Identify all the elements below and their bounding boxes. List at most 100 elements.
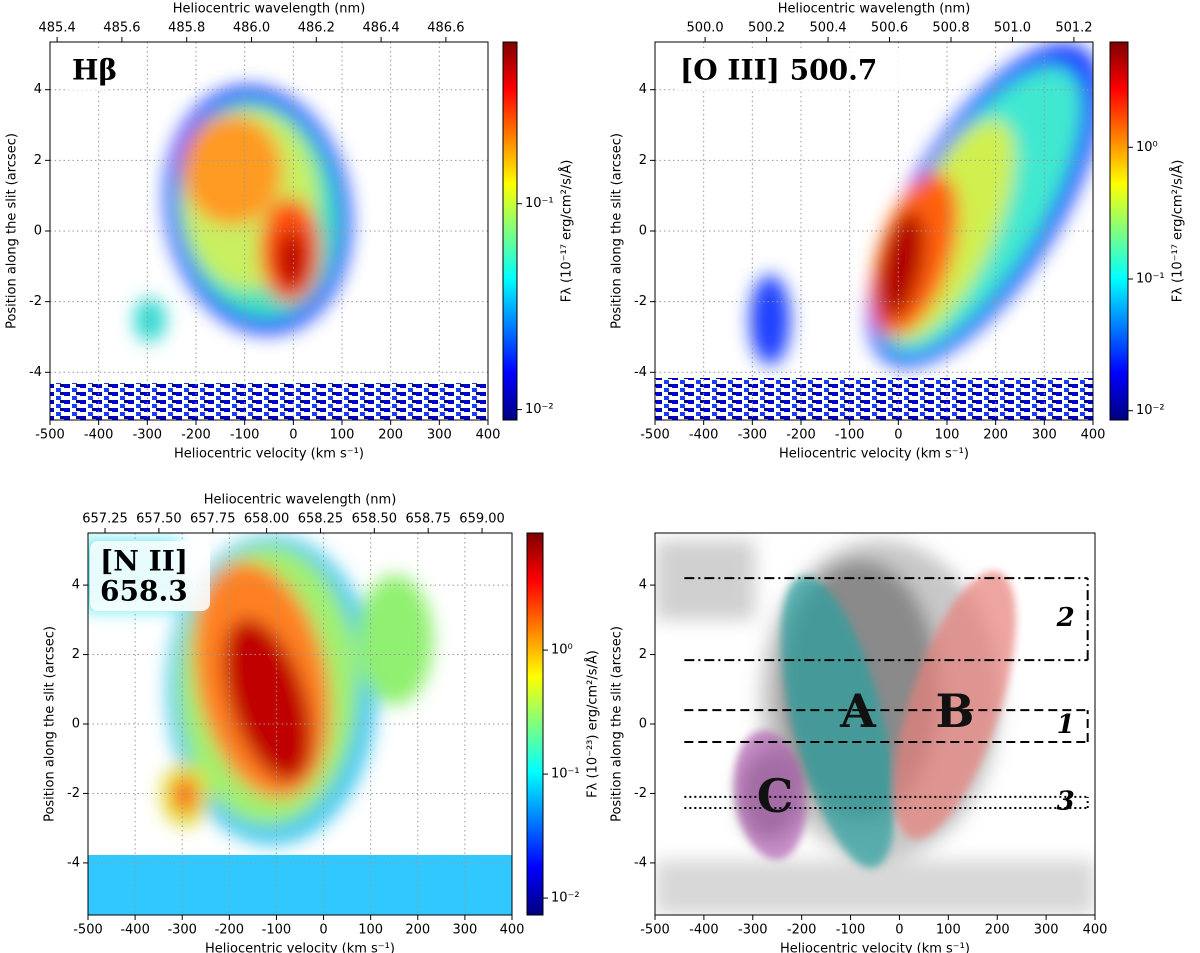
component-label: A (839, 684, 877, 738)
y-tick-label: 4 (639, 578, 647, 593)
plot-frame (654, 41, 1094, 421)
x-tick-label: -300 (738, 923, 768, 938)
x2-axis-label: Heliocentric wavelength (nm) (204, 493, 397, 508)
y-tick-label: -4 (634, 365, 647, 380)
y-tick-label: -2 (634, 294, 647, 309)
y-tick-label: 2 (639, 153, 647, 168)
colorbar-tick-label: 10⁻² (525, 402, 554, 417)
x-axis-label: Heliocentric velocity (km s⁻¹) (174, 447, 364, 462)
colorbar (502, 41, 518, 421)
y-tick-label: 4 (72, 578, 80, 593)
x2-tick-label: 501.2 (1055, 21, 1092, 36)
colorbar-tick-label: 10⁻¹ (1136, 271, 1165, 286)
x-tick-label: 200 (985, 923, 1010, 938)
x-tick-label: -100 (230, 428, 260, 443)
y-tick-label: 2 (34, 153, 42, 168)
annotation: [O III] 500.7 (680, 54, 877, 87)
colorbar-label: Fλ (10⁻²³) erg/cm²/s/Å) (585, 650, 601, 798)
y-tick-label: -2 (67, 786, 80, 801)
x-tick-label: -200 (787, 923, 817, 938)
x2-tick-label: 500.8 (932, 21, 969, 36)
colorbar-tick-label: 10⁻² (1136, 403, 1165, 418)
annotation: 658.3 (100, 575, 188, 608)
x-tick-label: -500 (35, 428, 65, 443)
region-label: 2 (1056, 603, 1075, 633)
x2-tick-label: 658.00 (244, 512, 290, 527)
x-tick-label: -500 (640, 428, 670, 443)
y-tick-label: -2 (634, 786, 647, 801)
x2-tick-label: 658.25 (298, 512, 344, 527)
x-tick-label: -300 (167, 923, 197, 938)
y-tick-label: 0 (72, 717, 80, 732)
annotation: Hβ (72, 54, 117, 87)
x2-tick-label: 501.0 (994, 21, 1031, 36)
annotation: [N II] (100, 545, 188, 578)
x-tick-label: 0 (319, 923, 327, 938)
x-tick-label: 0 (894, 428, 902, 443)
x-tick-label: 400 (1083, 923, 1108, 938)
x-tick-label: -200 (181, 428, 211, 443)
colorbar (1109, 41, 1129, 421)
y-axis-label: Position along the slit (arcsec) (610, 133, 625, 329)
x-tick-label: 400 (500, 923, 525, 938)
colorbar-tick-label: 10⁻² (551, 891, 580, 906)
x-tick-label: -200 (215, 923, 245, 938)
region-label: 3 (1057, 786, 1075, 816)
component-label: C (757, 769, 794, 823)
x2-tick-label: 486.4 (362, 21, 399, 36)
plot-frame (654, 532, 1096, 916)
x-tick-label: 100 (936, 923, 961, 938)
x2-tick-label: 486.6 (427, 21, 464, 36)
x2-tick-label: 657.75 (190, 512, 236, 527)
y-tick-label: -2 (29, 294, 42, 309)
x2-tick-label: 485.6 (103, 21, 140, 36)
x-tick-label: -300 (738, 428, 768, 443)
annotation-box (90, 541, 210, 611)
emission-image (50, 85, 488, 420)
x-tick-label: -400 (689, 923, 719, 938)
x2-tick-label: 500.2 (748, 21, 785, 36)
x2-tick-label: 500.6 (871, 21, 908, 36)
x-tick-label: 100 (358, 923, 383, 938)
y-tick-label: 0 (34, 224, 42, 239)
x-tick-label: -400 (120, 923, 150, 938)
x-tick-label: -100 (836, 923, 866, 938)
x2-tick-label: 486.2 (298, 21, 335, 36)
x-tick-label: 300 (427, 428, 452, 443)
x2-tick-label: 657.25 (82, 512, 128, 527)
x-axis-label: Heliocentric velocity (km s⁻¹) (780, 942, 970, 953)
colorbar-tick-label: 10⁻¹ (551, 767, 580, 782)
x2-tick-label: 659.00 (459, 512, 505, 527)
x2-tick-label: 485.8 (168, 21, 205, 36)
y-tick-label: -4 (67, 855, 80, 870)
region-label: 1 (1057, 710, 1075, 740)
x-axis-label: Heliocentric velocity (km s⁻¹) (779, 447, 969, 462)
x-tick-label: -100 (262, 923, 292, 938)
y-tick-label: 4 (639, 82, 647, 97)
x2-tick-label: 500.4 (809, 21, 846, 36)
x-tick-label: -200 (786, 428, 816, 443)
x2-axis-label: Heliocentric wavelength (nm) (173, 2, 366, 17)
y-tick-label: 2 (72, 647, 80, 662)
x-tick-label: 0 (289, 428, 297, 443)
x-tick-label: -400 (689, 428, 719, 443)
region-image (655, 533, 1095, 915)
x-tick-label: 100 (935, 428, 960, 443)
annotation-box (670, 50, 909, 90)
colorbar-label: Fλ (10⁻¹⁷ erg/cm²/s/Å) (559, 160, 575, 303)
x-tick-label: -500 (640, 923, 670, 938)
plot-frame (87, 532, 513, 916)
y-tick-label: -4 (29, 365, 42, 380)
x-tick-label: 300 (452, 923, 477, 938)
x-tick-label: 100 (330, 428, 355, 443)
x-tick-label: 200 (983, 428, 1008, 443)
annotation-box (62, 50, 114, 90)
x-tick-label: -400 (84, 428, 114, 443)
x-tick-label: -100 (835, 428, 865, 443)
y-tick-label: 4 (34, 82, 42, 97)
colorbar-tick-label: 10⁻¹ (525, 196, 554, 211)
x-axis-label: Heliocentric velocity (km s⁻¹) (205, 942, 395, 953)
x-tick-label: 200 (378, 428, 403, 443)
y-tick-label: 2 (639, 647, 647, 662)
